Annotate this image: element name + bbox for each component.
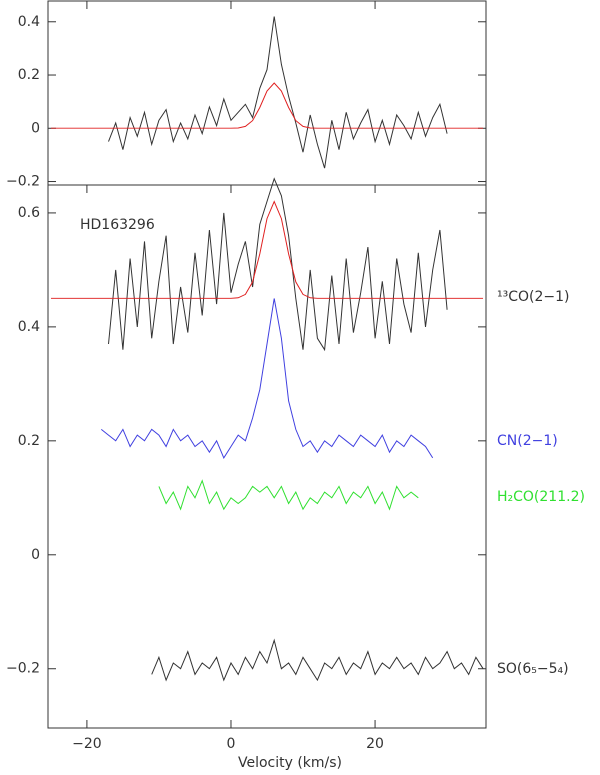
x-tick-label: −20	[72, 736, 102, 752]
spectrum	[109, 179, 448, 350]
series-label: CN(2−1)	[497, 433, 558, 449]
spectrum	[101, 298, 432, 458]
annotation: HD163296	[80, 217, 155, 233]
y-tick-label: 0.6	[18, 205, 40, 221]
y-tick-label: 0.4	[18, 14, 40, 30]
fit-line	[51, 202, 483, 299]
y-tick-label: −0.2	[6, 174, 40, 190]
fit-line	[109, 16, 448, 168]
bottom-frame	[47, 184, 487, 729]
y-tick-label: 0.2	[18, 67, 40, 83]
top-frame	[47, 0, 487, 186]
series-label: ¹³CO(2−1)	[497, 289, 570, 305]
series-label: SO(6₅−5₄)	[497, 661, 569, 677]
y-tick-label: 0	[31, 547, 40, 563]
x-tick-label: 0	[227, 736, 236, 752]
series-label: H₂CO(211.2)	[497, 489, 585, 505]
x-tick-label: 20	[366, 736, 384, 752]
y-tick-label: 0	[31, 120, 40, 136]
spectrum	[159, 481, 418, 510]
y-tick-label: 0.2	[18, 433, 40, 449]
fit-line	[51, 83, 483, 128]
spectrum	[152, 640, 483, 680]
y-tick-label: −0.2	[6, 661, 40, 677]
y-tick-label: 0.4	[18, 319, 40, 335]
x-axis-label: Velocity (km/s)	[238, 755, 342, 771]
